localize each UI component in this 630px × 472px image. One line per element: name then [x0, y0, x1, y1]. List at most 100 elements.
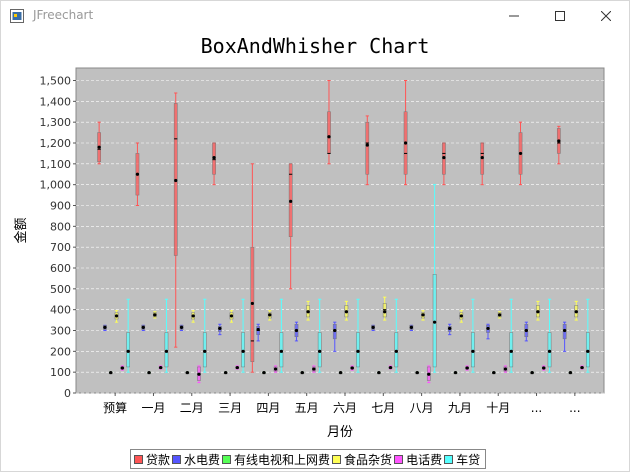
mean-marker [164, 349, 169, 353]
y-axis-label: 金额 [13, 217, 29, 243]
mean-marker [518, 151, 523, 156]
mean-marker [300, 370, 304, 375]
legend: 贷款 水电费 有线电视和上网费 食品杂货 电话费 车贷 [130, 449, 487, 469]
x-tick-label: 十月 [486, 401, 510, 415]
mean-marker [327, 135, 331, 139]
mean-marker [141, 325, 145, 329]
x-tick-label: 九月 [448, 401, 472, 415]
legend-swatch [394, 454, 404, 464]
mean-marker [486, 326, 490, 331]
y-tick-label: 400 [50, 304, 71, 317]
mean-marker [250, 301, 254, 306]
y-tick-label: 900 [50, 200, 71, 213]
mean-marker [109, 370, 113, 375]
mean-marker [318, 349, 322, 353]
legend-label: 有线电视和上网费 [234, 452, 331, 467]
legend-swatch [222, 454, 232, 464]
mean-marker [547, 349, 552, 353]
y-tick-label: 500 [50, 283, 71, 296]
mean-marker [120, 366, 124, 370]
mean-marker [465, 366, 469, 370]
x-tick-label: 八月 [410, 401, 434, 415]
legend-label: 水电费 [184, 452, 221, 467]
mean-marker [135, 172, 140, 176]
mean-marker [294, 328, 299, 333]
mean-marker [97, 145, 101, 149]
mean-marker [453, 370, 458, 375]
mean-marker [333, 328, 337, 333]
y-tick-label: 1,500 [40, 75, 72, 88]
mean-marker [471, 349, 475, 353]
x-tick-label: ... [569, 401, 580, 415]
y-tick-label: 100 [50, 366, 71, 379]
window-title: JFreechart [33, 8, 94, 22]
mean-marker [203, 349, 207, 353]
mean-marker [350, 366, 354, 370]
maximize-button[interactable] [537, 1, 583, 31]
mean-marker [224, 370, 228, 375]
minimize-button[interactable] [491, 1, 537, 31]
y-tick-label: 600 [50, 262, 71, 275]
x-tick-label: 四月 [256, 401, 280, 415]
mean-marker [442, 155, 446, 160]
mean-marker [229, 314, 234, 318]
legend-swatch [172, 454, 182, 464]
x-tick-label: 七月 [371, 401, 395, 415]
x-tick-label: 预算 [103, 400, 127, 415]
mean-marker [403, 141, 408, 145]
mean-marker [383, 310, 387, 314]
mean-marker [563, 328, 567, 333]
title-bar: JFreechart [1, 1, 629, 31]
y-tick-label: 200 [50, 345, 71, 358]
mean-marker [338, 370, 343, 375]
y-tick-label: 1,000 [40, 179, 72, 192]
mean-marker [114, 314, 119, 318]
mean-marker [365, 143, 369, 147]
x-tick-label: 六月 [333, 401, 357, 415]
x-axis-label: 月份 [327, 425, 353, 440]
legend-item: 电话费 [394, 451, 442, 468]
mean-marker [568, 370, 573, 375]
mean-marker [574, 310, 578, 314]
legend-label: 车贷 [456, 452, 481, 467]
y-tick-label: 1,300 [40, 116, 72, 129]
mean-marker [179, 325, 184, 329]
mean-marker [415, 370, 419, 375]
mean-marker [580, 365, 584, 370]
legend-label: 贷款 [146, 452, 171, 467]
mean-marker [503, 367, 508, 371]
y-tick-label: 1,400 [40, 95, 72, 108]
mean-marker [147, 370, 151, 375]
mean-marker [459, 314, 463, 318]
y-tick-label: 300 [50, 325, 71, 338]
x-tick-label: 二月 [180, 401, 204, 415]
legend-item: 食品杂货 [332, 451, 392, 468]
mean-marker [421, 313, 425, 317]
y-tick-label: 700 [50, 241, 71, 254]
x-tick-label: 一月 [141, 401, 165, 415]
mean-marker [174, 178, 178, 183]
legend-swatch [444, 454, 454, 464]
mean-marker [103, 325, 107, 329]
legend-swatch [134, 454, 143, 464]
mean-marker [153, 313, 157, 317]
mean-marker [218, 326, 222, 331]
legend-item: 贷款 [134, 451, 170, 468]
plot-background [75, 67, 605, 394]
mean-marker [159, 365, 163, 370]
mean-marker [409, 325, 413, 329]
mean-marker [394, 349, 398, 353]
mean-marker [433, 320, 437, 324]
mean-marker [312, 367, 316, 371]
mean-marker [492, 370, 496, 375]
box [327, 111, 331, 154]
x-tick-label: 五月 [295, 401, 319, 415]
mean-marker [289, 199, 293, 203]
close-button[interactable] [583, 1, 629, 31]
mean-marker [448, 326, 452, 331]
mean-marker [371, 325, 375, 329]
mean-marker [256, 327, 260, 332]
mean-marker [241, 349, 245, 353]
mean-marker [542, 366, 546, 370]
